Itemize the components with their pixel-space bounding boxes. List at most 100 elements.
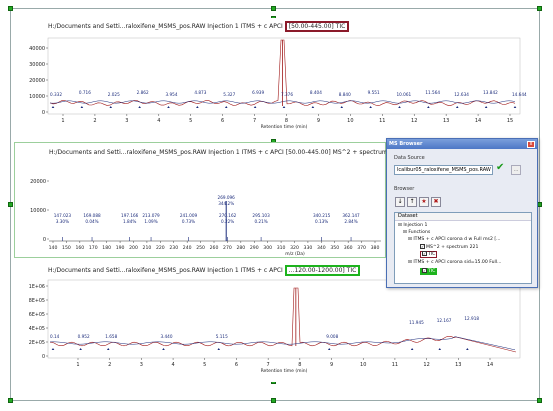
spectrum-peak-mz: 241.009 xyxy=(180,213,198,218)
tree-node-injection-label: Injection 1 xyxy=(403,223,428,228)
tree-node-functions[interactable]: ⊟ Functions xyxy=(403,230,431,235)
x-tick-label: 12 xyxy=(411,118,417,124)
resize-handle-top-left[interactable] xyxy=(8,6,13,11)
peak-label: 4.873 xyxy=(194,90,206,95)
spectrum-peak-mz: 340.215 xyxy=(313,213,331,218)
y-tick-label: 20000 xyxy=(30,179,46,185)
sort-descending-icon[interactable]: ↑ xyxy=(407,197,417,207)
checkbox-icon[interactable]: ✓ xyxy=(422,251,427,256)
spectrum-peak-pct: 1.09% xyxy=(144,219,157,224)
dataset-tree[interactable]: Dataset ⊟ Injection 1 ⊟ Functions ⊟ ITMS… xyxy=(394,212,532,284)
resize-handle-bottom[interactable] xyxy=(271,398,276,403)
peak-marker xyxy=(340,106,344,108)
spectrum-peak-mz: 197.166 xyxy=(121,213,139,218)
plot-area xyxy=(47,37,521,115)
tree-node-tic-2-label: TIC xyxy=(428,269,436,274)
delete-x-icon[interactable]: ✖ xyxy=(431,197,441,207)
tree-node-function-1[interactable]: ⊟ ITMS + c APCI corona d w Full ms2 [... xyxy=(408,237,501,242)
tree-node-tic-2[interactable]: ✓ TIC xyxy=(420,268,438,275)
peak-label: 1.658 xyxy=(105,334,117,339)
x-tick-label: 4 xyxy=(157,118,160,124)
resize-handle-top-right[interactable] xyxy=(537,6,542,11)
spectrum-peak-mz: 147.023 xyxy=(54,213,72,218)
tree-node-function-1-label: ITMS + c APCI corona d w Full ms2 [... xyxy=(413,237,501,242)
peak-marker xyxy=(224,106,228,108)
tic-smoothed-trace xyxy=(49,336,516,351)
x-tick-label: 10 xyxy=(360,362,366,368)
data-source-field[interactable]: lcalibur05_raloxifene_MSMS_pos.RAW xyxy=(394,165,493,175)
peak-marker xyxy=(138,106,141,108)
tree-node-msms-spectrum[interactable]: ✓ MS^2 + spectrum 221 xyxy=(420,244,478,250)
pane3-title-text: H:/Documents and Setti...raloxifene_MSMS… xyxy=(48,267,283,274)
spectrum-peak-mz: 362.147 xyxy=(342,213,360,218)
peak-marker xyxy=(311,106,315,108)
checkbox-icon[interactable]: ✓ xyxy=(420,244,425,249)
resize-handle-bottom-right[interactable] xyxy=(537,398,542,403)
pane1-title: H:/Documents and Setti...raloxifene_MSMS… xyxy=(48,21,350,32)
y-tick-label: 40000 xyxy=(29,46,45,52)
peak-marker xyxy=(80,106,84,108)
msms-spectrum-pane[interactable]: H:/Documents and Setti...raloxifene_MSMS… xyxy=(14,142,401,258)
tree-node-function-2-label: ITMS + c APCI corona sid=15.00 Full... xyxy=(413,260,502,265)
peak-label: 14.644 xyxy=(512,92,527,97)
tic-chromatogram-pane[interactable]: H:/Documents and Setti...raloxifene_MSMS… xyxy=(14,18,534,138)
checkmark-icon[interactable]: ✔ xyxy=(496,162,505,173)
ms-browser-window[interactable]: MS Browser x Data Source lcalibur05_ralo… xyxy=(386,138,538,288)
y-tick-label: 0 xyxy=(43,237,46,243)
peak-label: 5.115 xyxy=(216,334,228,339)
peak-label: 9.551 xyxy=(368,90,380,95)
x-tick-label: 7 xyxy=(267,362,270,368)
x-tick-label: 200 xyxy=(129,245,138,251)
peak-label: 2.025 xyxy=(108,92,120,97)
peak-label: 12.167 xyxy=(437,318,452,323)
sort-ascending-icon[interactable]: ↓ xyxy=(395,197,405,207)
resize-handle-top[interactable] xyxy=(271,6,276,11)
spectrum-peak-mz: 269.096 xyxy=(218,195,236,200)
peak-label: 0.952 xyxy=(78,334,90,339)
peak-label: 10.061 xyxy=(397,92,412,97)
close-icon[interactable]: x xyxy=(527,140,535,148)
peak-marker xyxy=(282,106,286,108)
browse-button[interactable]: ... xyxy=(511,165,521,175)
peak-label: 7.376 xyxy=(281,92,293,97)
x-tick-label: 9 xyxy=(330,362,333,368)
peak-marker xyxy=(196,106,199,108)
resize-handle-bottom-left[interactable] xyxy=(8,398,13,403)
y-tick-label: 30000 xyxy=(29,62,45,68)
peak-label: 3.440 xyxy=(161,334,173,339)
x-tick-label: 160 xyxy=(75,245,84,251)
x-axis-label: m/z (Da) xyxy=(285,251,305,257)
y-tick-label: 20000 xyxy=(29,78,45,84)
pane1-title-text: H:/Documents and Setti...raloxifene_MSMS… xyxy=(48,23,283,30)
x-tick-label: 150 xyxy=(62,245,71,251)
peak-marker xyxy=(410,348,414,350)
checkbox-icon[interactable]: ✓ xyxy=(422,268,427,273)
x-tick-label: 140 xyxy=(49,245,58,251)
peak-marker xyxy=(162,348,165,350)
spectrum-peak-pct: 344.2% xyxy=(218,201,234,206)
tree-node-function-2[interactable]: ⊟ ITMS + c APCI corona sid=15.00 Full... xyxy=(408,260,502,265)
tree-node-injection[interactable]: ⊟ Injection 1 xyxy=(398,223,428,228)
data-source-label: Data Source xyxy=(394,155,425,161)
y-tick-label: 2E+05 xyxy=(29,340,45,346)
resize-handle-left[interactable] xyxy=(8,202,13,207)
x-tick-label: 5 xyxy=(189,118,192,124)
peak-marker xyxy=(109,106,113,108)
tree-node-tic-1[interactable]: ✓ TIC xyxy=(420,251,438,258)
favorite-star-icon[interactable]: ★ xyxy=(419,197,429,207)
x-tick-label: 300 xyxy=(263,245,272,251)
peak-label: 11.945 xyxy=(409,320,424,325)
ms-browser-titlebar[interactable]: MS Browser x xyxy=(387,139,537,149)
peak-label: 0.14 xyxy=(50,334,60,339)
peak-label: 12.918 xyxy=(464,316,479,321)
x-tick-label: 10 xyxy=(347,118,353,124)
pane3-title: H:/Documents and Setti...raloxifene_MSMS… xyxy=(48,265,361,276)
peak-marker xyxy=(484,106,488,108)
peak-label: 8.404 xyxy=(310,90,322,95)
peak-marker xyxy=(327,348,331,350)
x-tick-label: 9 xyxy=(317,118,320,124)
x-tick-label: 370 xyxy=(357,245,366,251)
spectrum-peak-pct: 2.84% xyxy=(344,219,357,224)
